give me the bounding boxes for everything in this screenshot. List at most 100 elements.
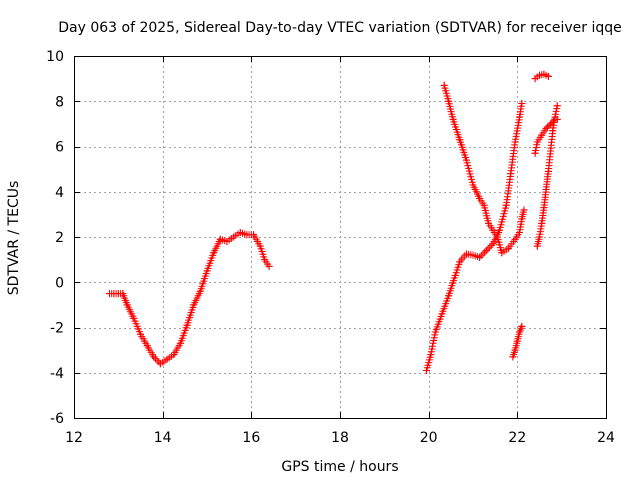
data-point (485, 219, 492, 227)
data-point (516, 113, 523, 121)
series-afternoon-arc (106, 229, 273, 368)
y-tick-label: 2 (55, 230, 64, 246)
data-point (531, 149, 539, 157)
data-point (427, 351, 435, 359)
y-axis-label: SDTVAR / TECUs (6, 181, 22, 296)
data-point (480, 201, 488, 209)
series-late-arc (533, 102, 561, 250)
data-point (265, 262, 273, 270)
data-point (544, 72, 552, 80)
data-point (493, 233, 501, 241)
y-tick-label: 6 (55, 140, 64, 156)
data-point (553, 115, 561, 123)
data-point (445, 292, 453, 300)
data-point (183, 321, 191, 329)
chart-title: Day 063 of 2025, Sidereal Day-to-day VTE… (58, 20, 622, 36)
y-tick-label: 0 (55, 275, 64, 291)
data-point (518, 322, 526, 330)
y-tick-label: 4 (55, 185, 64, 201)
y-tick-label: -4 (50, 366, 64, 382)
data-point (137, 330, 144, 338)
data-point (449, 115, 457, 123)
data-point (445, 97, 453, 105)
data-point (518, 215, 526, 223)
data-point (256, 242, 264, 250)
data-point (163, 355, 171, 363)
data-point (130, 314, 138, 322)
data-point (489, 226, 497, 234)
data-point (150, 353, 158, 361)
data-point (547, 147, 555, 155)
y-tick-label: -2 (50, 321, 64, 337)
data-point (520, 206, 528, 214)
data-point (531, 75, 539, 83)
data-point (489, 240, 497, 248)
data-point (476, 195, 484, 202)
data-point (511, 138, 519, 146)
x-tick-label: 18 (331, 430, 349, 446)
series-upper-segment (531, 115, 561, 157)
series-markers (106, 229, 273, 368)
data-point (119, 290, 127, 298)
x-tick-label: 20 (420, 430, 438, 446)
data-point (533, 138, 541, 146)
data-point (542, 186, 550, 193)
x-tick-label: 14 (154, 430, 172, 446)
data-point (422, 367, 430, 374)
data-point (498, 249, 506, 257)
data-point (516, 328, 523, 336)
data-point (518, 100, 526, 107)
data-point (243, 231, 251, 239)
data-point (544, 167, 552, 175)
y-tick-label: 8 (55, 94, 64, 110)
x-tick-label: 22 (508, 430, 526, 446)
data-point (538, 219, 546, 227)
data-point (451, 272, 459, 279)
data-point (542, 124, 550, 132)
data-point (536, 71, 543, 79)
grid-lines (74, 56, 606, 418)
data-point (143, 342, 151, 350)
data-point (469, 251, 477, 259)
data-point (476, 253, 484, 261)
data-point (456, 136, 464, 144)
data-point (176, 339, 184, 347)
data-point (549, 127, 557, 135)
data-point (210, 249, 218, 257)
data-point (236, 229, 244, 236)
data-series (106, 70, 561, 374)
data-point (538, 131, 546, 139)
data-point (438, 310, 446, 318)
data-point (547, 120, 555, 128)
data-point (203, 267, 211, 275)
data-point (516, 229, 523, 236)
data-point (431, 328, 439, 336)
series-markers (440, 81, 528, 257)
data-point (462, 156, 470, 164)
data-point (502, 201, 510, 209)
data-point (250, 231, 258, 239)
data-point (196, 287, 204, 295)
data-point (511, 346, 519, 354)
data-point (469, 181, 477, 189)
data-point (540, 70, 548, 78)
data-point (123, 301, 131, 309)
data-point (540, 204, 548, 212)
data-point (261, 256, 269, 264)
data-point (511, 235, 519, 243)
data-point (482, 247, 490, 255)
data-point (509, 353, 517, 361)
data-point (440, 81, 448, 89)
data-point (553, 102, 561, 110)
y-tick-label: -6 (50, 411, 64, 427)
x-tick-label: 16 (242, 430, 260, 446)
data-point (456, 258, 464, 266)
series-falling-arc (440, 81, 528, 257)
data-point (496, 226, 504, 234)
x-tick-label: 12 (65, 430, 83, 446)
data-point (513, 337, 521, 345)
data-point (230, 233, 238, 241)
